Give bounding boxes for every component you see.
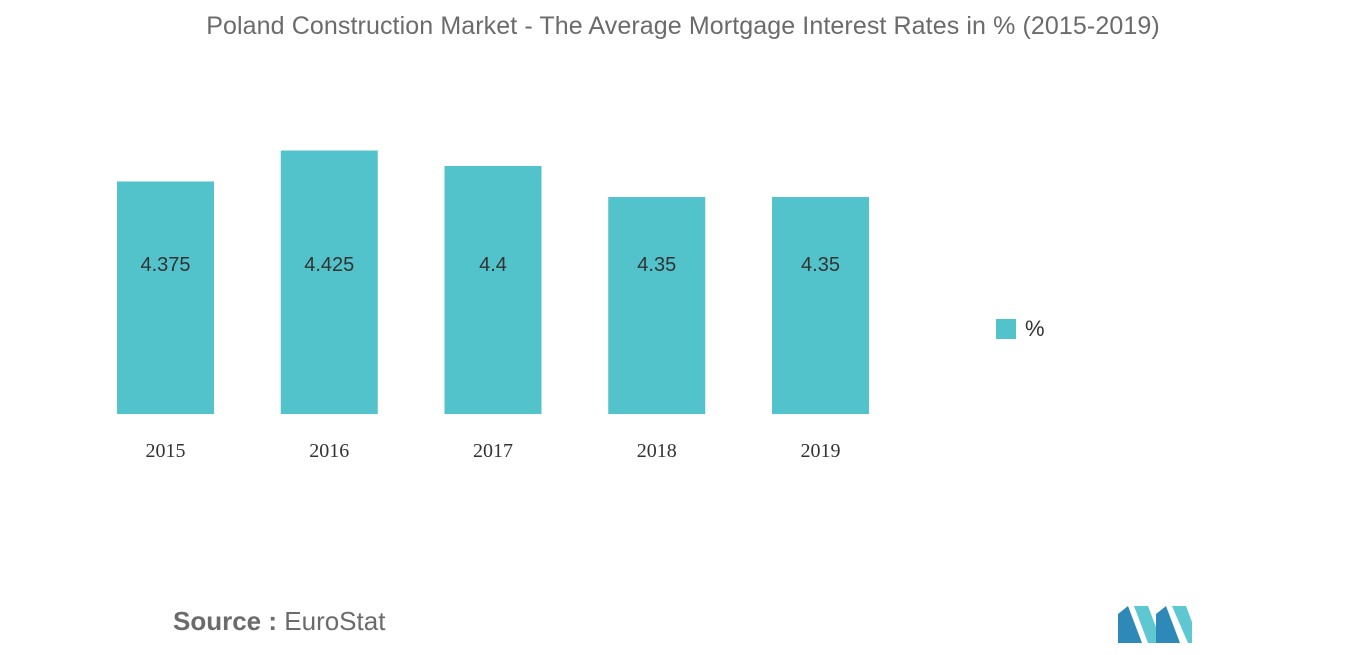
x-tick-label-2015: 2015 bbox=[146, 440, 186, 462]
bar-2015 bbox=[117, 181, 214, 414]
x-tick-label-2016: 2016 bbox=[309, 440, 349, 462]
source-prefix: Source : bbox=[173, 606, 278, 636]
data-label-2017: 4.4 bbox=[479, 254, 507, 276]
data-label-2018: 4.35 bbox=[637, 254, 676, 276]
bar-2016 bbox=[280, 150, 378, 414]
x-tick-label-2017: 2017 bbox=[473, 440, 513, 462]
data-label-2016: 4.425 bbox=[304, 254, 354, 276]
data-label-2019: 4.35 bbox=[801, 254, 840, 276]
data-label-2015: 4.375 bbox=[140, 254, 190, 276]
legend: % bbox=[996, 316, 1045, 342]
bar-2017 bbox=[444, 166, 542, 414]
source-note: Source : EuroStat bbox=[173, 606, 385, 637]
chart-title: Poland Construction Market - The Average… bbox=[206, 12, 1160, 40]
legend-swatch bbox=[996, 319, 1016, 339]
bar-2019 bbox=[772, 197, 869, 414]
x-tick-label-2019: 2019 bbox=[801, 440, 841, 462]
legend-label: % bbox=[1025, 316, 1045, 341]
bar-2018 bbox=[608, 197, 706, 414]
source-text: EuroStat bbox=[284, 606, 386, 636]
brand-logo bbox=[1118, 606, 1192, 643]
x-tick-label-2018: 2018 bbox=[637, 440, 677, 462]
